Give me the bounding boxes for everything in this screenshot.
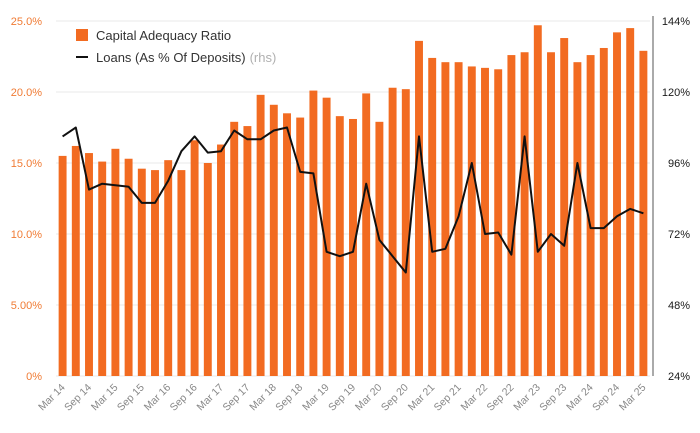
bar — [85, 153, 93, 376]
right-tick-label: 72% — [668, 229, 690, 241]
bar — [164, 160, 173, 376]
bar — [481, 67, 489, 377]
legend-line-label: Loans (As % Of Deposits) — [96, 49, 246, 65]
x-tick-label: Sep 16 — [168, 382, 200, 414]
bar — [124, 158, 133, 376]
bar — [137, 168, 146, 376]
legend-item-bar[interactable]: Capital Adequacy Ratio — [76, 24, 276, 46]
x-tick-label: Mar 24 — [564, 382, 596, 414]
legend-line-swatch — [76, 56, 88, 58]
left-tick-label: 20.0% — [11, 87, 42, 99]
bar — [177, 170, 186, 376]
legend-line-suffix: (rhs) — [249, 49, 277, 65]
legend: Capital Adequacy Ratio Loans (As % Of De… — [76, 24, 276, 68]
bar — [547, 52, 555, 377]
bar — [520, 52, 529, 377]
x-tick-label: Sep 18 — [273, 382, 305, 414]
right-tick-label: 96% — [668, 158, 690, 170]
x-tick-label: Sep 24 — [590, 382, 622, 414]
legend-bar-label: Capital Adequacy Ratio — [96, 27, 232, 43]
bar — [401, 89, 410, 376]
bar — [415, 40, 423, 376]
loans-line — [62, 126, 644, 274]
bar — [613, 32, 621, 377]
legend-bar-swatch — [76, 29, 88, 41]
x-tick-label: Sep 23 — [537, 382, 569, 414]
left-tick-label: 25.0% — [11, 16, 42, 28]
bar — [335, 116, 344, 376]
bar — [71, 145, 80, 376]
x-tick-label: Mar 25 — [617, 382, 649, 414]
bar — [560, 38, 569, 376]
x-tick-label: Mar 16 — [142, 382, 174, 414]
bar — [441, 62, 450, 377]
right-axis: 24% 48% 72% 96% 120% 144% — [652, 16, 690, 383]
x-tick-label: Sep 20 — [379, 382, 411, 414]
x-tick-label: Sep 21 — [432, 382, 464, 414]
bar — [533, 25, 542, 376]
bar — [639, 50, 648, 376]
left-tick-label: 15.0% — [11, 158, 42, 170]
x-tick-label: Mar 14 — [36, 382, 68, 414]
bar — [428, 57, 437, 377]
x-tick-label: Sep 19 — [326, 382, 358, 414]
bar — [309, 90, 318, 376]
bar — [599, 47, 608, 376]
bar — [230, 121, 239, 376]
bar — [283, 113, 291, 377]
x-tick-label: Sep 22 — [485, 382, 517, 414]
bar — [586, 55, 595, 377]
bar — [388, 87, 397, 377]
x-tick-label: Sep 15 — [115, 382, 147, 414]
x-tick-label: Mar 17 — [195, 382, 227, 414]
x-tick-label: Mar 21 — [406, 382, 438, 414]
right-tick-label: 24% — [668, 371, 690, 383]
right-tick-label: 120% — [662, 87, 690, 99]
bar — [151, 170, 159, 376]
bar — [626, 28, 635, 376]
bar — [269, 104, 278, 376]
right-tick-label: 48% — [668, 300, 690, 312]
left-tick-label: 0% — [26, 371, 42, 383]
bar — [190, 140, 199, 376]
left-axis: 0% 5.00% 10.0% 15.0% 20.0% 25.0% — [11, 16, 42, 383]
bar — [98, 161, 107, 376]
x-tick-label: Mar 18 — [247, 382, 279, 414]
bar — [362, 93, 371, 377]
bar — [573, 62, 582, 377]
bar — [58, 155, 67, 376]
x-tick-label: Mar 23 — [511, 382, 543, 414]
bar-series — [58, 25, 648, 377]
right-tick-label: 144% — [662, 16, 690, 28]
bar — [256, 94, 265, 376]
bar — [494, 69, 503, 376]
x-tick-label: Mar 19 — [300, 382, 332, 414]
legend-item-line[interactable]: Loans (As % Of Deposits) (rhs) — [76, 46, 276, 68]
bar — [296, 117, 305, 376]
x-tick-label: Mar 15 — [89, 382, 121, 414]
bar — [203, 163, 212, 376]
x-tick-label: Sep 14 — [62, 382, 94, 414]
x-tick-label: Sep 17 — [221, 382, 253, 414]
bar — [375, 121, 384, 376]
left-tick-label: 5.00% — [11, 300, 42, 312]
bar — [111, 148, 120, 376]
bar — [322, 97, 331, 377]
bar — [454, 62, 463, 377]
line-series — [62, 126, 644, 274]
bar — [217, 144, 225, 376]
x-tick-label: Mar 22 — [459, 382, 491, 414]
x-tick-label: Mar 20 — [353, 382, 385, 414]
left-tick-label: 10.0% — [11, 229, 42, 241]
bar — [243, 126, 252, 376]
bar — [467, 66, 476, 376]
bar — [507, 55, 516, 377]
